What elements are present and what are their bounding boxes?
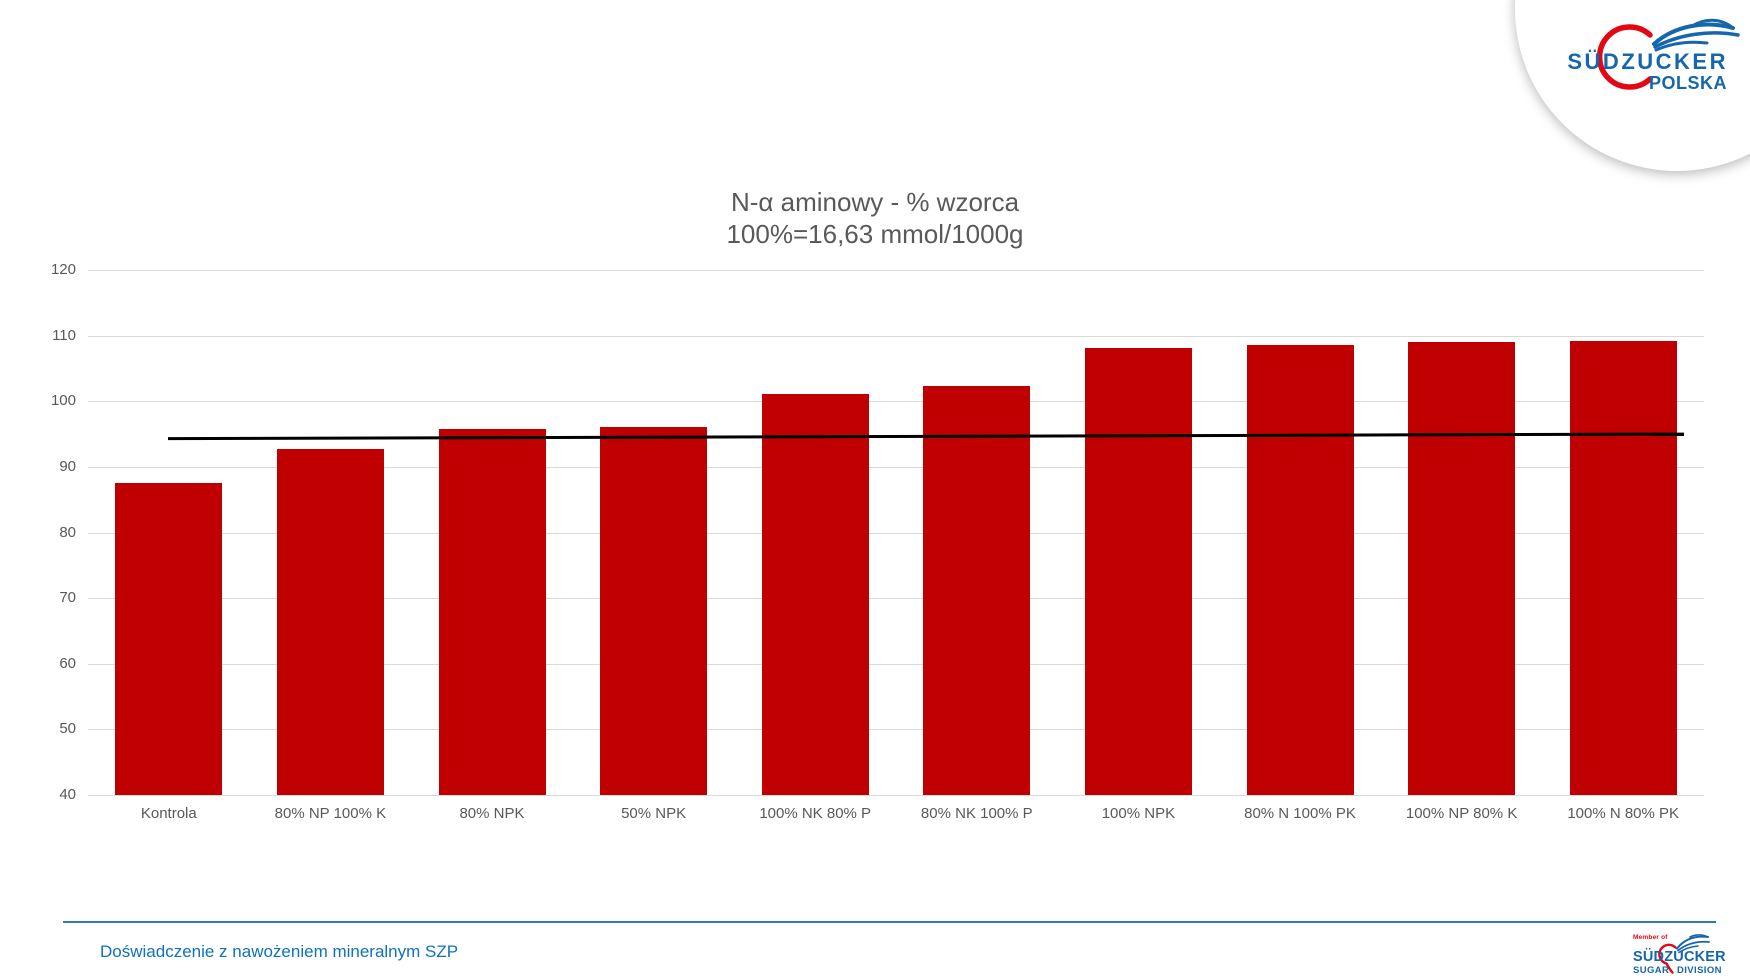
- gridline-110: [88, 335, 1704, 337]
- gridline-60: [88, 663, 1704, 665]
- bar-100% NPK: [1084, 348, 1192, 795]
- member-logo: Member of SÜDZUCKER SUGAR DIVISION: [1628, 930, 1738, 978]
- bar-80% NK 100% P: [923, 386, 1031, 795]
- x-tick-label: 100% N 80% PK: [1567, 805, 1680, 822]
- x-tick-label: 100% NP 80% K: [1405, 805, 1518, 822]
- x-tick-label: 80% NK 100% P: [920, 805, 1033, 822]
- gridline-40: [88, 795, 1704, 796]
- chart-title-line1: N-α aminowy - % wzorca: [730, 187, 1020, 217]
- gridline-120: [88, 270, 1704, 271]
- sudzucker-beet-icon-small: [1658, 934, 1710, 974]
- bar-80% NPK: [438, 428, 546, 795]
- gridline-100: [88, 401, 1704, 403]
- footer-title: Doświadczenie z nawożeniem mineralnym SZ…: [100, 942, 459, 961]
- x-tick-label: 100% NPK: [1101, 805, 1176, 822]
- chart-title-line2: 100%=16,63 mmol/1000g: [726, 219, 1024, 249]
- x-tick-label: 80% NP 100% K: [274, 805, 387, 822]
- x-tick-label: 80% NPK: [459, 805, 525, 822]
- y-tick-label: 40: [59, 786, 76, 803]
- bar-80% N 100% PK: [1246, 345, 1354, 795]
- sudzucker-polska-text: POLSKA: [1648, 73, 1727, 93]
- y-tick-label: 110: [52, 326, 76, 344]
- bar-100% NP 80% K: [1408, 342, 1516, 795]
- y-tick-label: 100: [50, 392, 76, 410]
- x-tick-label: Kontrola: [140, 805, 197, 822]
- bar-Kontrola: [115, 482, 223, 795]
- chart-title: N-α aminowy - % wzorca 100%=16,63 mmol/1…: [0, 186, 1750, 250]
- bar-100% NK 80% P: [761, 394, 869, 795]
- sudzucker-beet-icon: [1596, 18, 1740, 90]
- gridline-50: [88, 729, 1704, 731]
- gridline-70: [88, 598, 1704, 600]
- y-tick-label: 120: [50, 261, 76, 278]
- sudzucker-brand-text: SÜDZUCKER: [1567, 49, 1728, 74]
- bar-80% NP 100% K: [276, 448, 384, 795]
- footer-divider: [63, 921, 1716, 923]
- member-brand-text: SÜDZUCKER: [1633, 949, 1726, 965]
- y-tick-label: 80: [59, 523, 76, 541]
- y-tick-label: 90: [59, 457, 76, 475]
- gridline-80: [88, 532, 1704, 534]
- y-tick-label: 70: [59, 589, 76, 607]
- bar-50% NPK: [600, 426, 708, 795]
- y-tick-label: 60: [59, 654, 76, 672]
- y-tick-label: 50: [59, 720, 76, 738]
- gridline-90: [88, 466, 1704, 468]
- x-tick-label: 100% NK 80% P: [759, 805, 872, 822]
- member-division-text: DIVISION: [1677, 965, 1722, 976]
- bar-100% N 80% PK: [1569, 340, 1677, 795]
- member-sugar-text: SUGAR: [1633, 965, 1670, 976]
- member-of-text: Member of: [1633, 934, 1668, 941]
- x-tick-label: 80% N 100% PK: [1244, 805, 1356, 822]
- x-tick-label: 50% NPK: [621, 805, 687, 822]
